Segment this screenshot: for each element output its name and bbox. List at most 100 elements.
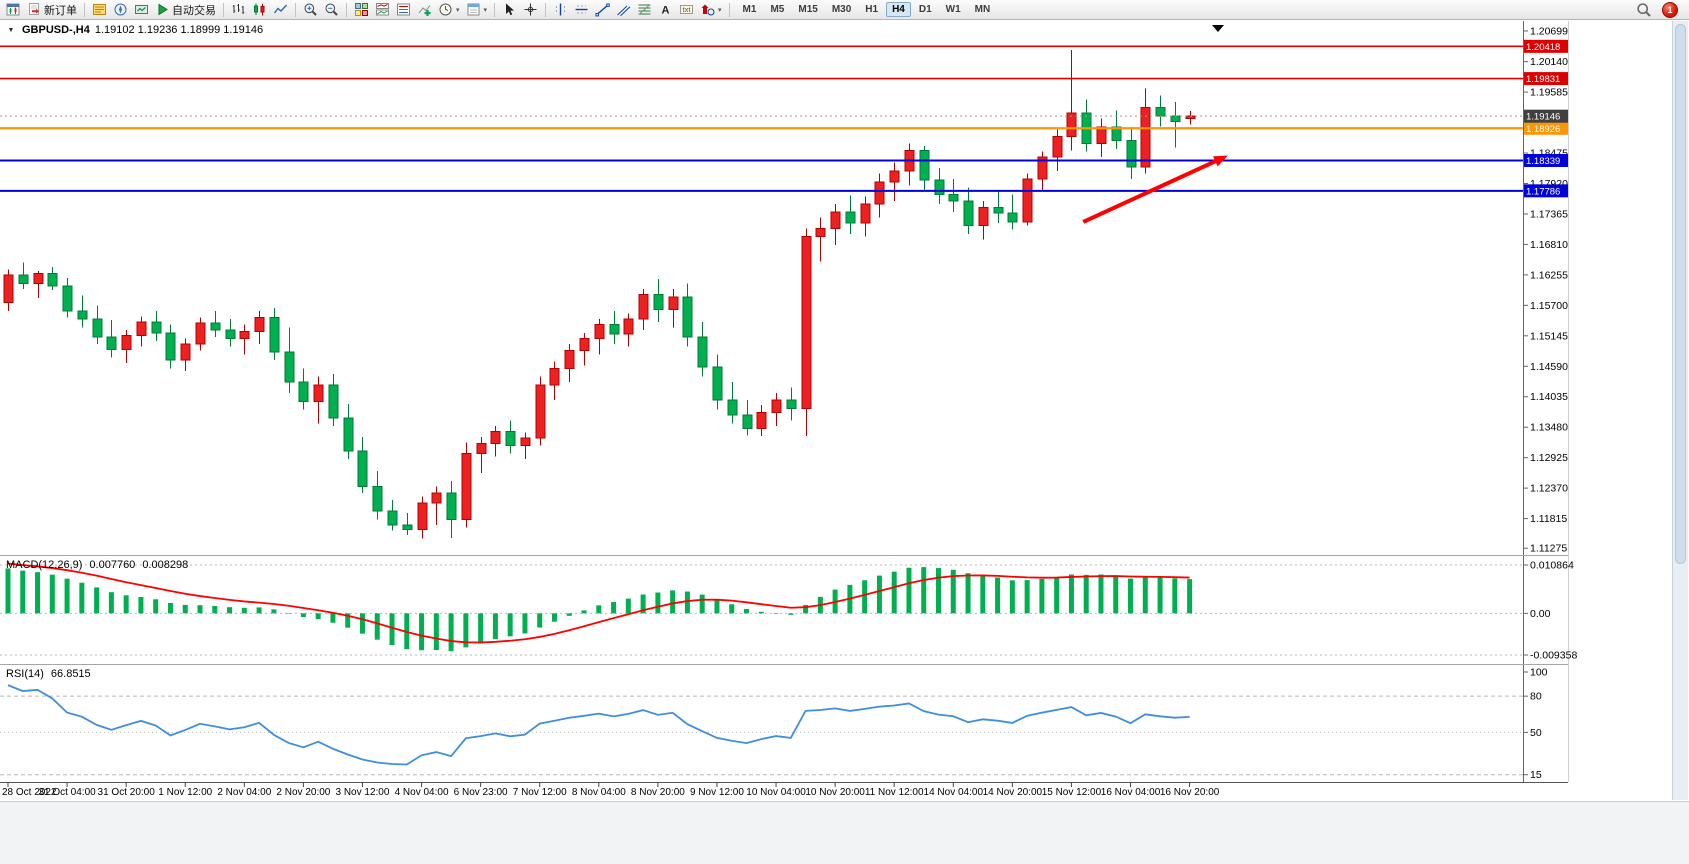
chart-menu-icon[interactable]: ▼ xyxy=(7,26,15,34)
timeframe-m5-button[interactable]: M5 xyxy=(770,4,785,15)
chart-window-icon xyxy=(6,2,21,17)
trendline-button[interactable] xyxy=(592,1,613,18)
trend-arrow-annotation[interactable] xyxy=(1082,155,1229,224)
candle-body xyxy=(417,502,428,530)
macd-histogram-bar xyxy=(330,613,336,623)
timeframe-d1-button[interactable]: D1 xyxy=(918,4,932,15)
candle-body xyxy=(298,381,309,402)
text-label-icon: txt xyxy=(679,2,694,17)
candle-body xyxy=(948,193,959,202)
add-indicator-icon xyxy=(417,2,432,17)
candle-body xyxy=(121,335,132,350)
arrows-button[interactable]: ▾ xyxy=(697,1,725,18)
candle-body xyxy=(579,337,590,351)
toolbar-separator xyxy=(494,2,496,17)
macd-histogram-bar xyxy=(803,604,809,614)
navigator-button[interactable] xyxy=(110,1,131,18)
search-button[interactable] xyxy=(1633,1,1654,18)
macd-histogram-bar xyxy=(94,587,100,614)
text-button[interactable]: A xyxy=(655,1,676,18)
tile-windows-button[interactable] xyxy=(351,1,372,18)
price-level-box: 1.17786 xyxy=(1524,184,1568,198)
rsi-axis-label: 100 xyxy=(1530,667,1548,679)
timeframe-h4-button[interactable]: H4 xyxy=(886,2,911,17)
toolbar-separator xyxy=(295,2,296,17)
candle-body xyxy=(210,322,221,331)
macd-histogram-bar xyxy=(1054,577,1060,614)
macd-histogram-bar xyxy=(20,570,26,614)
indicator-windows-button[interactable] xyxy=(372,1,393,18)
candle-body xyxy=(830,211,841,229)
price-axis-label: 1.20699 xyxy=(1530,25,1568,37)
templates-button[interactable]: ▾ xyxy=(463,1,491,18)
vertical-line-button[interactable] xyxy=(550,1,571,18)
macd-histogram-bar xyxy=(153,599,159,614)
timeframe-w1-button[interactable]: W1 xyxy=(945,4,961,15)
candlestick-chart-icon xyxy=(252,2,267,17)
candle-body xyxy=(934,179,945,195)
macd-histogram-bar xyxy=(625,598,631,614)
status-strip xyxy=(0,801,1689,864)
price-axis[interactable]: 1.206991.201401.195851.184751.179201.173… xyxy=(1523,21,1569,782)
candle-body xyxy=(1170,115,1181,122)
macd-histogram-bar xyxy=(256,607,262,614)
svg-text:1.18339: 1.18339 xyxy=(1526,156,1560,167)
candle-body xyxy=(978,207,989,227)
candle-body xyxy=(357,450,368,487)
macd-histogram-bar xyxy=(197,605,203,614)
candle-body xyxy=(682,296,693,338)
vertical-scrollbar[interactable] xyxy=(1672,21,1688,800)
crosshair-button[interactable] xyxy=(520,1,541,18)
cursor-button[interactable] xyxy=(499,1,520,18)
zoom-in-button[interactable] xyxy=(300,1,321,18)
macd-histogram-bar xyxy=(714,599,720,614)
time-axis-label: 11 Nov 12:00 xyxy=(865,787,924,798)
add-indicator-button[interactable] xyxy=(414,1,435,18)
periods-button[interactable]: ▾ xyxy=(435,1,463,18)
chart-window-button[interactable] xyxy=(3,1,24,18)
fibonacci-button[interactable] xyxy=(634,1,655,18)
market-watch-button[interactable] xyxy=(89,1,110,18)
horizontal-line-button[interactable] xyxy=(571,1,592,18)
candle-body xyxy=(254,316,265,333)
notification-badge[interactable]: 1 xyxy=(1662,1,1678,18)
macd-histogram-bar xyxy=(1128,578,1134,614)
arrows-icon xyxy=(700,2,715,17)
text-label-button[interactable]: txt xyxy=(676,1,697,18)
macd-histogram-bar xyxy=(537,613,543,628)
price-level-box: 1.19831 xyxy=(1524,72,1568,86)
time-axis-label: 14 Nov 20:00 xyxy=(983,787,1043,798)
macd-indicator-label: MACD(12,26,9) 0.007760 0.008298 xyxy=(6,559,188,571)
timeframe-m1-button[interactable]: M1 xyxy=(742,4,757,15)
terminal-button[interactable] xyxy=(131,1,152,18)
timeframe-m15-button[interactable]: M15 xyxy=(798,4,818,15)
price-level-box: 1.18339 xyxy=(1524,153,1568,167)
macd-value-signal: 0.008298 xyxy=(142,559,189,571)
candle-body xyxy=(1022,178,1033,223)
chart-shift-marker[interactable] xyxy=(1212,25,1224,32)
price-axis-label: 1.11815 xyxy=(1530,513,1567,525)
time-axis-label: 8 Nov 04:00 xyxy=(572,787,626,798)
candlestick-chart-button[interactable] xyxy=(249,1,270,18)
line-chart-button[interactable] xyxy=(270,1,291,18)
timeframe-m30-button[interactable]: M30 xyxy=(831,4,852,15)
auto-trading-button[interactable]: 自动交易 xyxy=(152,1,219,19)
equidistant-channel-icon xyxy=(616,2,631,17)
timeframe-h1-button[interactable]: H1 xyxy=(865,4,879,15)
macd-histogram-bar xyxy=(123,595,129,614)
equidistant-channel-button[interactable] xyxy=(613,1,634,18)
indicator-windows-icon xyxy=(375,2,390,17)
bar-chart-button[interactable] xyxy=(228,1,249,18)
macd-histogram-bar xyxy=(35,572,41,614)
indicator-list-button[interactable] xyxy=(393,1,414,18)
macd-histogram-bar xyxy=(507,613,513,637)
timeframe-mn-button[interactable]: MN xyxy=(974,4,991,15)
new-order-button[interactable]: 新订单 xyxy=(24,1,80,19)
scrollbar-thumb[interactable] xyxy=(1675,24,1686,564)
text-icon: A xyxy=(658,2,673,17)
dropdown-arrow-icon: ▾ xyxy=(718,6,722,14)
price-level-box: 1.18926 xyxy=(1524,121,1568,135)
zoom-out-button[interactable] xyxy=(321,1,342,18)
